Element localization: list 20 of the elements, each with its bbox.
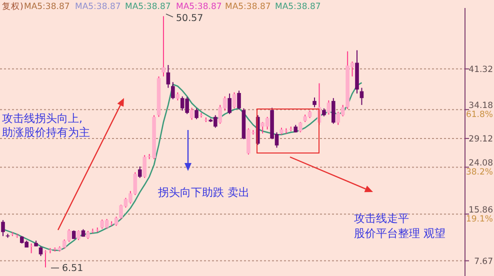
annotation: 50.57 — [176, 13, 204, 24]
annotation: 拐头向下助跌 卖出 — [157, 186, 250, 199]
y-tick-label: 34.18 61.8% — [466, 101, 493, 120]
annotation: MA5:38.87 — [125, 2, 171, 12]
annotation: MA5:38.87 — [275, 2, 321, 12]
annotation: MA5:38.87 — [24, 2, 70, 12]
y-tick-label: 29.12 — [468, 134, 493, 144]
annotation: MA5:38.87 — [176, 2, 222, 12]
annotation: 复权) — [2, 1, 24, 12]
annotation: 攻击线拐头向上, — [2, 112, 82, 125]
annotation: 股价平台整理 观望 — [354, 227, 446, 240]
y-tick-label: 7.67 — [474, 256, 493, 267]
y-tick-label: 41.32 — [468, 64, 493, 75]
annotation: 助涨股价持有为主 — [2, 126, 90, 139]
y-tick-label: 24.08 38.2% — [466, 158, 493, 178]
y-tick-label: 15.86 19.1% — [466, 206, 493, 225]
annotation: 6.51 — [62, 263, 84, 274]
annotation: MA5:38.87 — [225, 2, 271, 12]
annotation: MA5:38.87 — [75, 2, 121, 12]
annotation: 攻击线走平 — [354, 212, 409, 225]
